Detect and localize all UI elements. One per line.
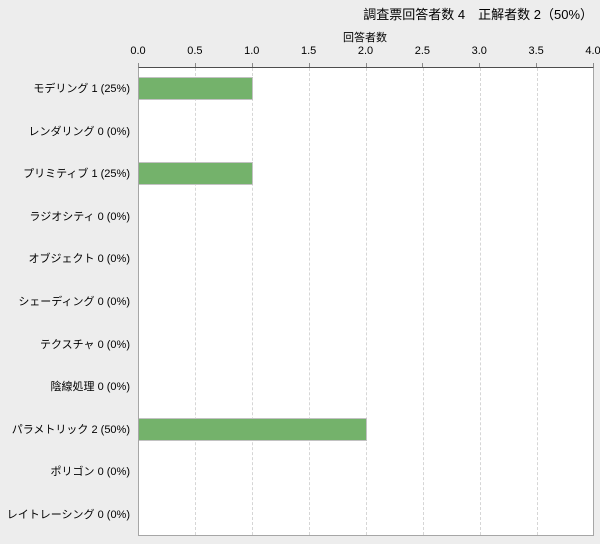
category-label: ラジオシティ 0 (0%) (29, 210, 130, 223)
x-axis-title: 回答者数 (343, 32, 387, 44)
category-label: プリミティブ 1 (25%) (23, 168, 130, 181)
chart-title: 調査票回答者数 4 正解者数 2（50%） (363, 7, 593, 22)
x-axis-tick-label: 0.5 (187, 45, 203, 57)
category-label: ポリゴン 0 (0%) (50, 466, 130, 479)
bar (139, 77, 253, 101)
gridline (252, 68, 254, 535)
category-label: レンダリング 0 (0%) (28, 125, 130, 138)
category-label: シェーディング 0 (0%) (18, 296, 130, 308)
x-axis-tick-label: 0.0 (130, 45, 146, 57)
bar (139, 162, 253, 186)
category-label: レイトレーシング 0 (0%) (6, 508, 130, 521)
plot-area (138, 67, 594, 536)
bar (139, 417, 367, 441)
category-label: オブジェクト 0 (0%) (28, 253, 130, 266)
x-axis-tick (422, 63, 424, 67)
x-axis-tick (479, 63, 481, 67)
x-axis-tick (593, 63, 594, 67)
x-axis-tick (536, 63, 538, 67)
gridline (309, 68, 311, 535)
x-axis-tick-label: 1.0 (244, 45, 260, 57)
x-axis-tick (194, 63, 196, 67)
category-label: パラメトリック 2 (50%) (11, 423, 130, 436)
gridline (536, 68, 538, 535)
x-axis-tick-label: 4.0 (585, 45, 600, 57)
category-label: 陰線処理 0 (0%) (50, 381, 130, 394)
gridline (366, 68, 367, 535)
x-axis-tick-label: 2.5 (414, 45, 431, 57)
gridline (422, 68, 424, 535)
x-axis-tick (365, 63, 367, 67)
x-axis-tick-label: 1.5 (300, 45, 317, 57)
x-axis-tick (138, 63, 139, 67)
x-axis-tick (308, 63, 310, 67)
x-axis-tick (251, 63, 253, 67)
x-axis-tick-label: 3.5 (528, 45, 544, 57)
gridline (195, 68, 197, 535)
category-label: モデリング 1 (25%) (33, 83, 130, 96)
x-axis-tick-label: 3.0 (471, 45, 487, 57)
x-axis-tick-label: 2.0 (357, 45, 374, 57)
gridline (479, 68, 481, 535)
category-label: テクスチャ 0 (0%) (39, 338, 130, 351)
